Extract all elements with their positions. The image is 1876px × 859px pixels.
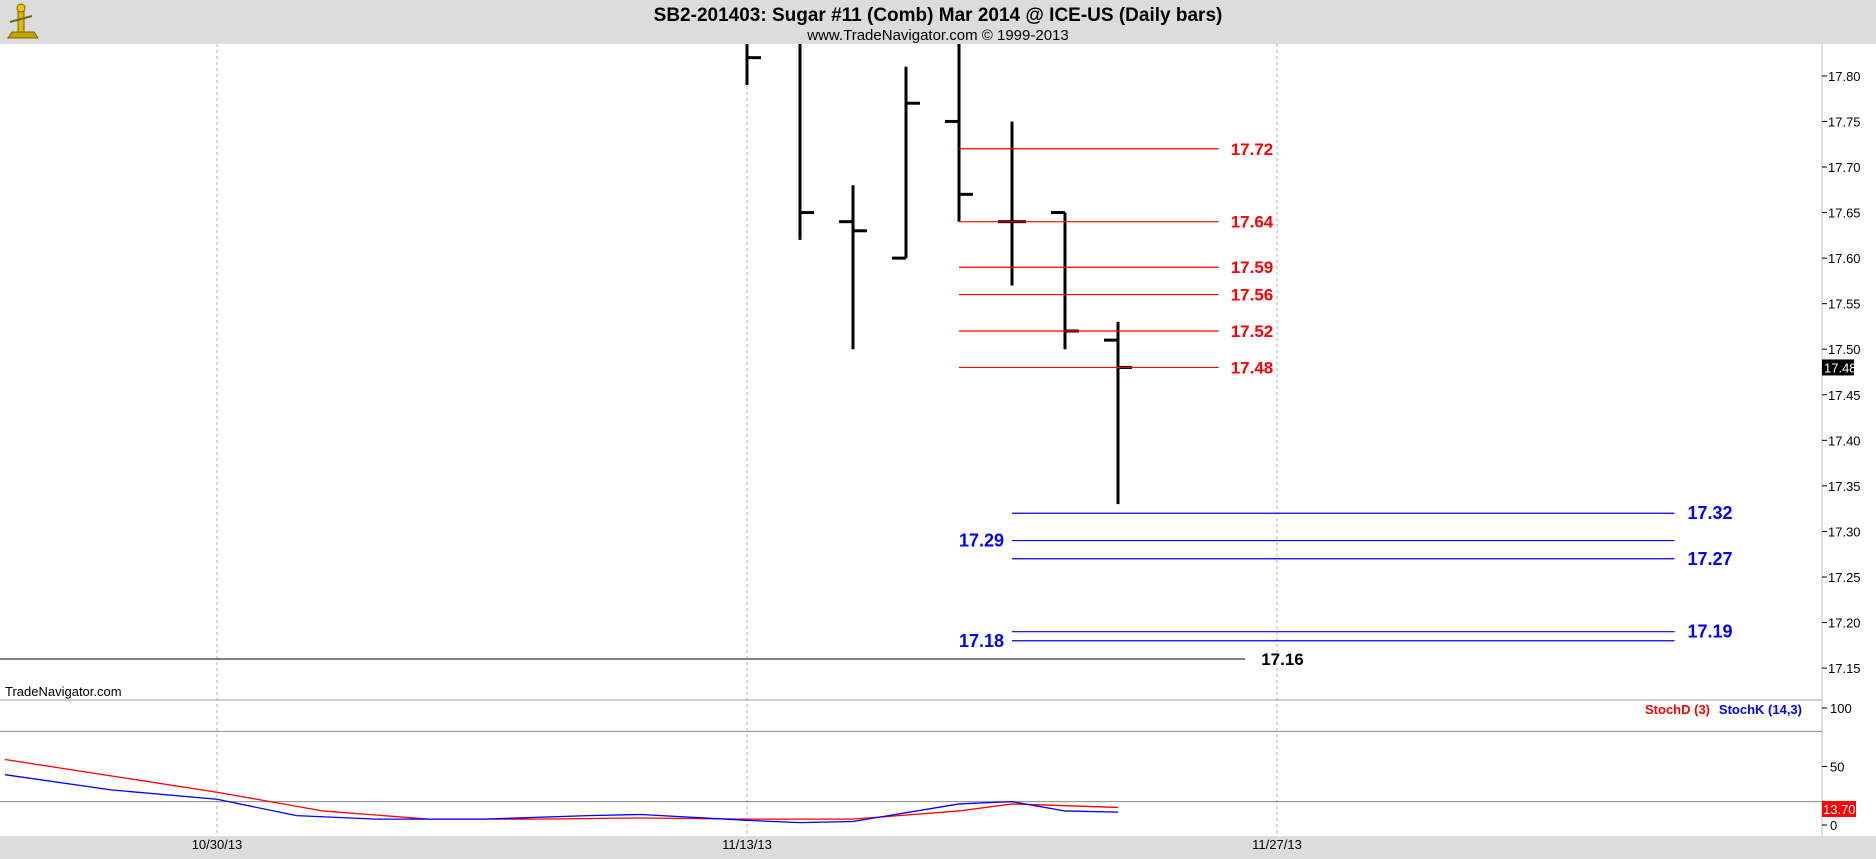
support-label: 17.19 xyxy=(1688,622,1733,642)
resistance-label: 17.64 xyxy=(1231,213,1274,232)
levels-layer: 17.72 17.64 17.59 17.56 17.52 17.48 17.32 17.29… xyxy=(0,140,1733,669)
y-tick-label: 17.40 xyxy=(1828,433,1861,448)
logo-icon xyxy=(4,3,42,40)
y-tick-label: 17.25 xyxy=(1828,570,1861,585)
stoch-panel xyxy=(0,700,1822,836)
last-price-tag xyxy=(1822,359,1854,376)
x-tick-label: 10/30/13 xyxy=(192,837,243,852)
y-tick-label: 17.80 xyxy=(1828,69,1861,84)
ohlc-bars xyxy=(745,44,1132,505)
stoch-last-tag xyxy=(1822,800,1856,817)
y-tick-label: 17.60 xyxy=(1828,251,1861,266)
support-label: 17.29 xyxy=(959,531,1004,551)
stoch-last-label: 13.70 xyxy=(1823,802,1856,817)
stoch-y-tick-label: 0 xyxy=(1830,818,1837,833)
last-price-label: 17.48 xyxy=(1824,360,1857,375)
y-tick-label: 17.75 xyxy=(1828,114,1861,129)
chart-title: SB2-201403: Sugar #11 (Comb) Mar 2014 @ … xyxy=(654,5,1223,26)
y-axis-panel xyxy=(1822,44,1876,836)
y-tick-label: 17.15 xyxy=(1828,661,1861,676)
grid-lines xyxy=(216,44,1278,836)
y-tick-label: 17.45 xyxy=(1828,388,1861,403)
stoch-series-line xyxy=(4,758,1119,820)
resistance-label: 17.72 xyxy=(1231,140,1274,159)
support-label: 17.32 xyxy=(1688,503,1733,523)
y-tick-label: 17.20 xyxy=(1828,616,1861,631)
low-line-label: 17.16 xyxy=(1261,650,1304,669)
y-tick-label: 17.50 xyxy=(1828,342,1861,357)
support-label: 17.18 xyxy=(959,631,1004,651)
y-tick-label: 17.35 xyxy=(1828,479,1861,494)
resistance-label: 17.56 xyxy=(1231,286,1274,305)
price-panel xyxy=(0,44,1822,700)
x-tick-label: 11/13/13 xyxy=(722,837,772,852)
y-tick-label: 17.30 xyxy=(1828,524,1861,539)
stoch-series-line xyxy=(4,774,1119,824)
y-tick-label: 17.65 xyxy=(1828,206,1861,221)
price-layer xyxy=(745,44,1132,505)
legend-stochk: StochK (14,3) xyxy=(1719,702,1802,717)
resistance-label: 17.52 xyxy=(1231,322,1274,341)
watermark-label: TradeNavigator.com xyxy=(5,684,122,699)
support-label: 17.27 xyxy=(1688,549,1733,569)
resistance-label: 17.48 xyxy=(1231,358,1274,377)
y-tick-label: 17.70 xyxy=(1828,160,1861,175)
y-tick-label: 17.55 xyxy=(1828,297,1861,312)
axes-layer: 10/30/13 11/13/13 11/27/13 17.80 17.75 17.70 1… xyxy=(192,69,1861,852)
chart-subtitle: www.TradeNavigator.com © 1999-2013 xyxy=(806,27,1068,44)
stoch-y-tick-label: 100 xyxy=(1830,701,1852,716)
stoch-layer: StochD (3) StochK (14,3) xyxy=(0,702,1822,824)
stoch-y-tick-label: 50 xyxy=(1830,760,1844,775)
legend-stochd: StochD (3) xyxy=(1645,702,1710,717)
x-tick-label: 11/27/13 xyxy=(1252,837,1302,852)
resistance-label: 17.59 xyxy=(1231,258,1274,277)
